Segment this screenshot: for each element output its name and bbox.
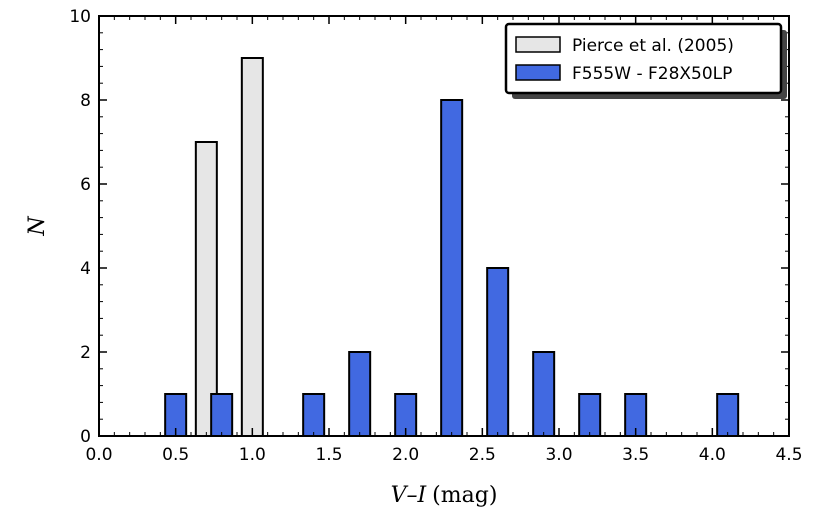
y-tick-label-5: 10 [69, 7, 91, 27]
legend-box [504, 22, 783, 95]
bar-series0-1 [240, 57, 264, 437]
y-tick-label-2: 4 [80, 259, 91, 279]
bar-series1-3 [348, 351, 372, 437]
plot-frame [98, 15, 790, 437]
x-tick-label-3: 1.5 [315, 445, 342, 465]
x-tick-label-1: 0.5 [162, 445, 189, 465]
bars-layer [164, 57, 740, 437]
x-tick-label-0: 0.0 [85, 445, 112, 465]
legend: Pierce et al. (2005) F555W - F28X50LP [504, 22, 787, 99]
x-axis-label-unit: (mag) [432, 483, 497, 508]
y-tick-label-4: 8 [80, 91, 91, 111]
ticks-layer: 0.0 0.5 1.0 1.5 2.0 2.5 3.0 3.5 4.0 4.5 0 2 4 6 8 10 [69, 7, 802, 465]
x-axis-label-variable: V–I [391, 483, 428, 508]
x-tick-label-9: 4.5 [775, 445, 802, 465]
bar-series1-2 [302, 393, 326, 437]
x-tick-label-7: 3.5 [622, 445, 649, 465]
legend-label-f555w: F555W - F28X50LP [572, 64, 732, 84]
bar-series1-10 [716, 393, 740, 437]
bar-series1-6 [486, 267, 510, 437]
bar-series1-1 [210, 393, 234, 437]
x-tick-label-8: 4.0 [699, 445, 726, 465]
legend-label-pierce: Pierce et al. (2005) [572, 36, 734, 56]
bar-series1-7 [532, 351, 556, 437]
x-tick-label-2: 1.0 [239, 445, 266, 465]
y-tick-label-0: 0 [80, 427, 91, 447]
bar-series1-8 [578, 393, 602, 437]
x-axis-label: V–I (mag) [391, 483, 498, 508]
legend-swatch-f555w [515, 64, 561, 81]
x-tick-label-5: 2.5 [469, 445, 496, 465]
y-tick-label-1: 2 [80, 343, 91, 363]
legend-swatch-pierce [515, 36, 561, 53]
bar-series1-5 [440, 99, 464, 437]
bar-series0-0 [194, 141, 218, 437]
x-tick-label-4: 2.0 [392, 445, 419, 465]
x-tick-label-6: 3.0 [545, 445, 572, 465]
y-tick-label-3: 6 [80, 175, 91, 195]
y-axis-label: N [25, 216, 50, 237]
